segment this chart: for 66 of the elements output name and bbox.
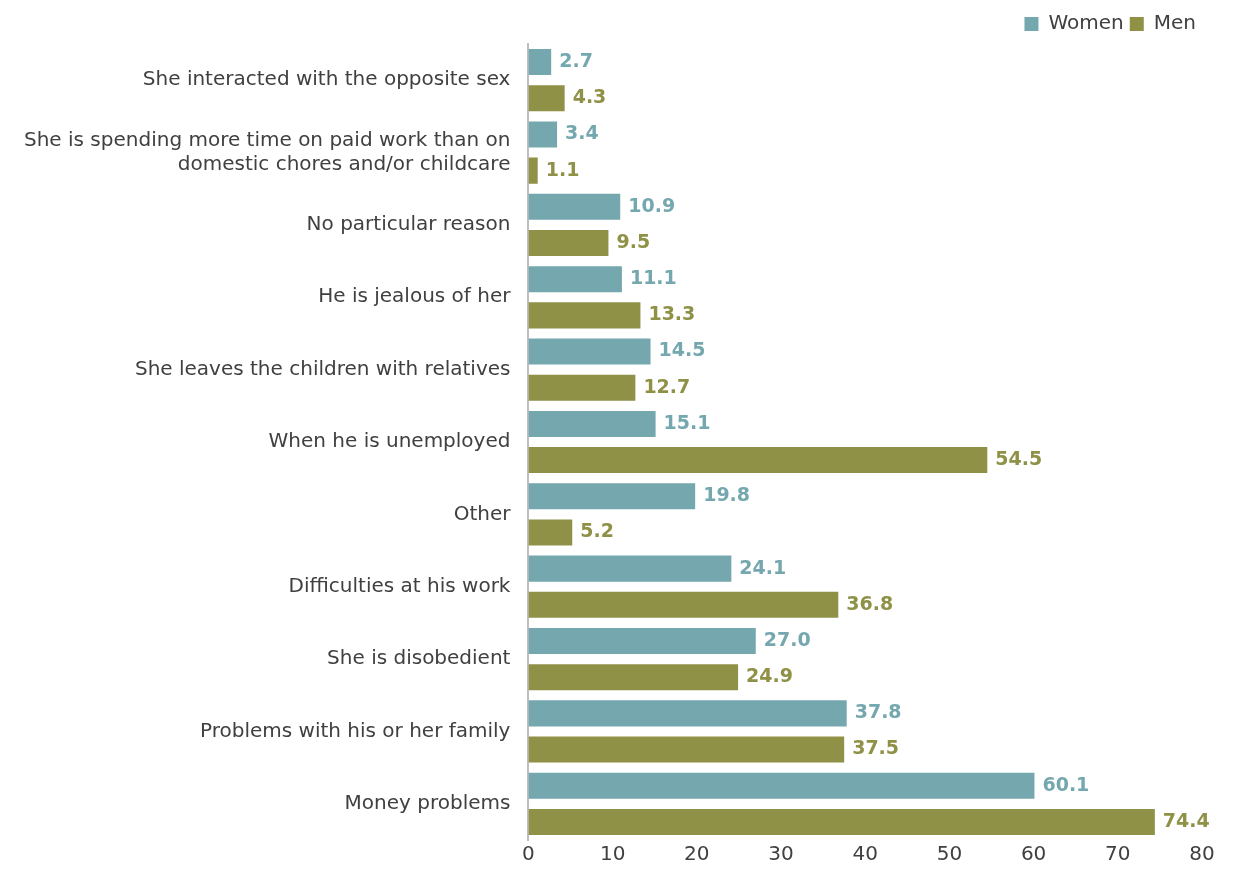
data-label: 1.1 bbox=[545, 157, 580, 180]
data-label: 37.8 bbox=[854, 700, 902, 723]
x-tick-label: 30 bbox=[768, 841, 794, 866]
bar bbox=[528, 736, 845, 763]
bar bbox=[528, 85, 565, 112]
bar bbox=[528, 121, 558, 148]
bar bbox=[528, 410, 656, 437]
x-tick-label: 60 bbox=[1020, 841, 1047, 866]
data-label: 36.8 bbox=[846, 591, 894, 614]
bar bbox=[528, 338, 651, 365]
bar bbox=[528, 627, 756, 655]
legend-label: Women bbox=[1048, 10, 1124, 35]
data-label: 12.7 bbox=[643, 374, 691, 397]
bar bbox=[528, 229, 609, 257]
y-tick-label: Other bbox=[453, 500, 512, 525]
y-tick-label: She interacted with the opposite sex bbox=[142, 66, 511, 91]
bar bbox=[528, 772, 1035, 799]
data-label: 19.8 bbox=[703, 483, 751, 506]
data-label: 9.5 bbox=[616, 229, 651, 252]
bar bbox=[528, 483, 696, 510]
y-tick-label: No particular reason bbox=[306, 211, 511, 236]
y-tick-label: She is disobedient bbox=[327, 645, 511, 670]
data-label: 60.1 bbox=[1042, 772, 1090, 795]
x-tick-label: 40 bbox=[852, 841, 878, 866]
data-label: 11.1 bbox=[629, 266, 677, 289]
x-tick-label: 0 bbox=[522, 841, 535, 866]
data-label: 27.0 bbox=[763, 627, 811, 650]
y-tick-label: Money problems bbox=[344, 790, 511, 815]
data-label: 10.9 bbox=[628, 193, 676, 216]
data-label: 4.3 bbox=[572, 85, 607, 108]
data-label: 24.9 bbox=[746, 664, 793, 687]
data-label: 5.2 bbox=[580, 519, 614, 542]
bar bbox=[528, 302, 641, 329]
bar bbox=[528, 664, 739, 691]
bar bbox=[528, 555, 732, 582]
data-label: 54.5 bbox=[995, 447, 1043, 470]
bar bbox=[528, 519, 573, 546]
x-tick-label: 70 bbox=[1105, 841, 1131, 866]
y-tick-label: She is spending more time on paid work than on domestic chores and/or childcare bbox=[23, 126, 511, 175]
y-tick-label: Problems with his or her family bbox=[200, 717, 511, 742]
x-tick-label: 20 bbox=[684, 841, 710, 866]
data-label: 24.1 bbox=[739, 555, 787, 578]
data-label: 13.3 bbox=[648, 302, 696, 325]
bar bbox=[528, 193, 621, 220]
data-label: 37.5 bbox=[852, 736, 900, 759]
bar bbox=[528, 591, 839, 618]
x-tick-label: 50 bbox=[936, 841, 963, 866]
y-tick-label: He is jealous of her bbox=[318, 283, 512, 308]
data-label: 15.1 bbox=[663, 410, 711, 433]
x-tick-label: 80 bbox=[1189, 841, 1215, 866]
bar bbox=[528, 266, 622, 293]
y-tick-label: She leaves the children with relatives bbox=[134, 355, 511, 380]
bar bbox=[528, 700, 847, 727]
y-tick-label: When he is unemployed bbox=[268, 428, 511, 453]
y-tick-label: Difficulties at his work bbox=[288, 572, 511, 597]
data-label: 3.4 bbox=[565, 121, 599, 144]
data-label: 2.7 bbox=[559, 49, 593, 72]
legend-label: Men bbox=[1153, 10, 1197, 35]
bar bbox=[528, 157, 538, 184]
x-tick-label: 10 bbox=[599, 841, 626, 866]
data-label: 14.5 bbox=[658, 338, 706, 361]
bar bbox=[528, 49, 552, 76]
bar bbox=[528, 374, 636, 401]
bar bbox=[528, 808, 1155, 835]
data-label: 74.4 bbox=[1162, 808, 1210, 831]
bar bbox=[528, 447, 988, 474]
